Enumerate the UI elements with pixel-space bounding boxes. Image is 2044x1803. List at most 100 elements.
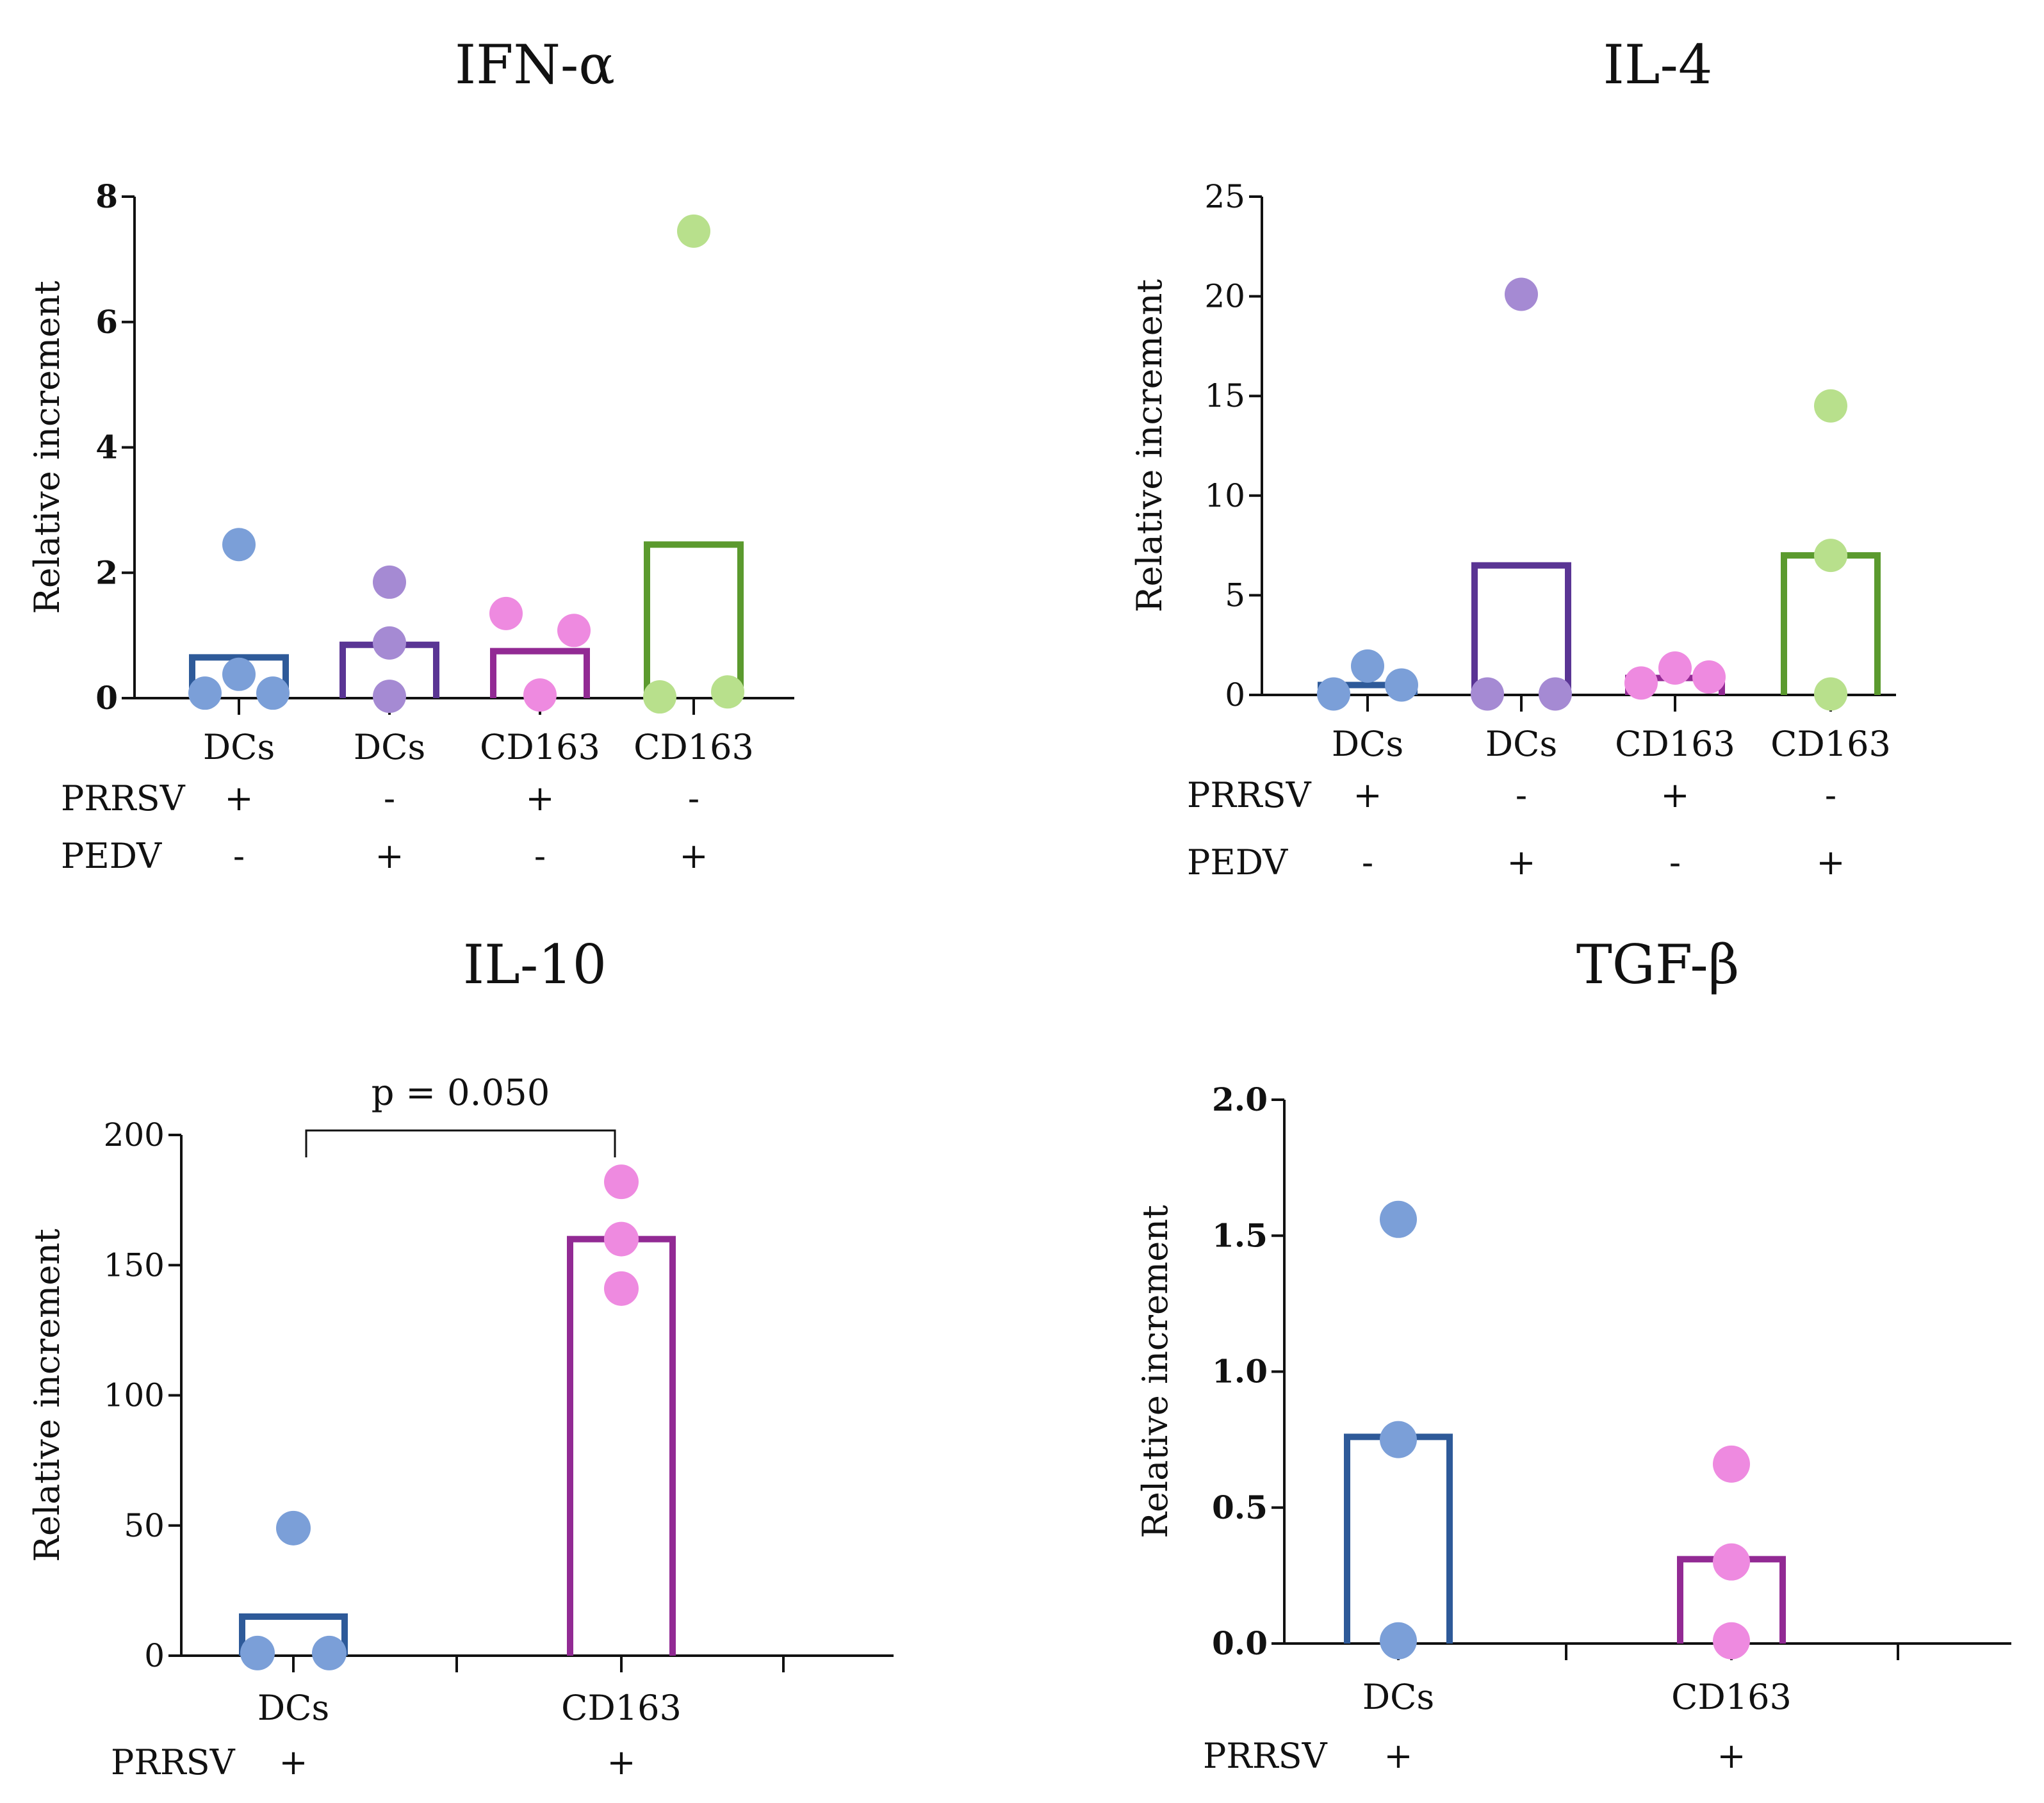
y-tick-label: 0 — [1225, 676, 1245, 714]
condition-symbol: - — [1516, 775, 1527, 815]
data-point — [1814, 677, 1847, 711]
data-point — [604, 1164, 639, 1200]
panel-ifn-alpha: IFN-α Relative increment 0 2 4 6 8 DCs DCs CD163 C… — [27, 33, 794, 876]
data-point — [523, 678, 557, 712]
y-tick-label: 4 — [95, 428, 118, 466]
y-tick-label: 200 — [104, 1116, 165, 1154]
data-point — [1814, 539, 1847, 573]
y-tick-label: 8 — [95, 177, 118, 215]
chart-title: IL-10 — [463, 933, 607, 996]
bar — [189, 654, 289, 698]
x-category-label: CD163 — [1615, 724, 1735, 764]
data-point — [222, 657, 256, 691]
data-point — [240, 1635, 275, 1670]
condition-row-label: PRRSV — [1203, 1736, 1328, 1776]
x-category-label: DCs — [1362, 1677, 1434, 1717]
condition-symbol: - — [688, 778, 699, 819]
data-point — [604, 1271, 639, 1306]
condition-symbol: + — [525, 778, 554, 819]
condition-symbol: - — [1669, 842, 1681, 883]
y-tick-label: 1.5 — [1212, 1216, 1268, 1254]
y-tick-label: 2 — [95, 553, 118, 591]
data-point — [1658, 651, 1692, 685]
y-tick-label: 50 — [124, 1507, 165, 1544]
chart-title: TGF-β — [1576, 933, 1740, 996]
significance-bracket — [305, 1129, 616, 1157]
condition-row-label: PEDV — [1187, 842, 1288, 883]
y-tick-label: 150 — [104, 1246, 165, 1284]
x-category-label: DCs — [203, 727, 275, 767]
y-tick-label: 10 — [1204, 477, 1245, 514]
data-point — [643, 680, 676, 714]
panel-il-10: IL-10 Relative increment 0 50 100 150 200 DCs CD… — [27, 933, 894, 1783]
data-point — [188, 676, 222, 710]
x-category-label: CD163 — [1770, 724, 1891, 764]
data-point — [1692, 660, 1726, 694]
bar — [1781, 552, 1881, 695]
condition-symbol: + — [1816, 842, 1845, 883]
data-point — [1471, 677, 1504, 711]
data-point — [373, 626, 406, 660]
data-point — [373, 565, 406, 599]
y-tick-label: 5 — [1225, 576, 1245, 614]
data-point — [1713, 1543, 1750, 1581]
x-category-label: CD163 — [634, 727, 754, 767]
data-point — [276, 1510, 311, 1546]
data-point — [312, 1635, 347, 1670]
y-tick-label: 0 — [95, 679, 118, 717]
condition-symbol: + — [279, 1742, 307, 1783]
y-tick-label: 2.0 — [1212, 1081, 1268, 1118]
data-point — [1713, 1445, 1750, 1483]
condition-symbol: + — [607, 1742, 635, 1783]
condition-row-label: PRRSV — [1187, 775, 1312, 815]
condition-symbol: - — [384, 778, 395, 819]
x-category-label: DCs — [258, 1688, 329, 1728]
condition-symbol: - — [534, 836, 546, 876]
panel-tgf-beta: TGF-β Relative increment 0.0 0.5 1.0 1.5 2.0 DC… — [1135, 933, 2011, 1776]
condition-symbol: - — [1825, 775, 1836, 815]
bar — [644, 541, 744, 698]
condition-symbol: + — [375, 836, 404, 876]
y-tick-label: 6 — [95, 303, 118, 341]
x-category-label: DCs — [1332, 724, 1403, 764]
data-point — [1385, 668, 1418, 702]
x-category-label: CD163 — [1671, 1677, 1792, 1717]
y-tick-label: 0.5 — [1212, 1489, 1268, 1526]
data-point — [222, 528, 256, 562]
p-value-annotation: p = 0.050 — [372, 1072, 550, 1114]
y-axis-label: Relative increment — [27, 281, 67, 614]
chart-title: IL-4 — [1603, 33, 1713, 96]
condition-symbol: + — [224, 778, 253, 819]
condition-row-label: PEDV — [61, 836, 162, 876]
condition-symbol: + — [679, 836, 708, 876]
data-point — [1713, 1622, 1750, 1660]
y-axis-label: Relative increment — [1129, 279, 1170, 613]
x-category-label: DCs — [354, 727, 425, 767]
condition-symbol: - — [233, 836, 245, 876]
data-point — [1380, 1421, 1417, 1458]
y-tick-label: 1.0 — [1212, 1353, 1268, 1391]
data-point — [1380, 1622, 1417, 1660]
data-point — [1351, 649, 1384, 683]
bar — [1344, 1433, 1453, 1644]
chart-title: IFN-α — [455, 33, 615, 96]
y-tick-label: 100 — [104, 1377, 165, 1414]
data-point — [1380, 1200, 1417, 1238]
y-axis-label: Relative increment — [27, 1228, 67, 1562]
y-tick-label: 20 — [1204, 278, 1245, 315]
x-category-label: DCs — [1485, 724, 1557, 764]
panel-il-4: IL-4 Relative increment 0 5 10 15 20 25 DCs DCs CD… — [1129, 33, 1896, 883]
data-point — [677, 214, 710, 248]
data-point — [1317, 677, 1350, 711]
condition-symbol: + — [1384, 1736, 1412, 1776]
condition-symbol: - — [1362, 842, 1373, 883]
condition-symbol: + — [1507, 842, 1535, 883]
y-tick-label: 25 — [1204, 178, 1245, 215]
condition-symbol: + — [1353, 775, 1382, 815]
y-axis-label: Relative increment — [1135, 1205, 1175, 1538]
data-point — [1505, 277, 1538, 311]
y-tick-label: 0 — [144, 1637, 165, 1674]
data-point — [1539, 677, 1572, 711]
condition-row-label: PRRSV — [61, 778, 186, 819]
